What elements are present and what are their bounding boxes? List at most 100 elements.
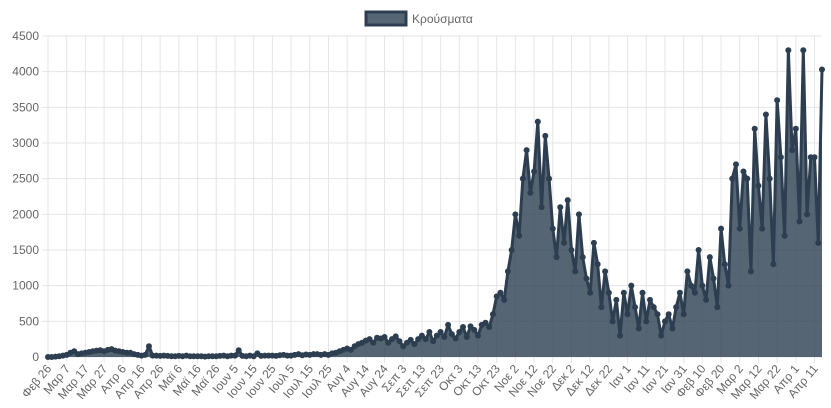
point	[437, 329, 444, 336]
point	[605, 289, 612, 296]
point	[725, 282, 732, 289]
point	[721, 261, 728, 268]
legend-item: Κρούσματα	[364, 10, 473, 27]
point	[396, 338, 403, 345]
point	[231, 352, 238, 359]
y-tick-label: 2500	[12, 172, 39, 186]
legend-label: Κρούσματα	[412, 12, 473, 26]
point	[676, 289, 683, 296]
point	[811, 154, 818, 161]
point	[624, 311, 631, 318]
y-tick-label: 2000	[12, 207, 39, 221]
point	[819, 66, 825, 73]
point	[792, 125, 799, 132]
point	[628, 282, 635, 289]
point	[519, 175, 526, 182]
point	[777, 154, 784, 161]
point	[796, 218, 803, 225]
point	[400, 343, 407, 350]
point	[572, 268, 579, 275]
point	[740, 168, 747, 175]
point	[684, 268, 691, 275]
point	[557, 204, 564, 211]
point	[661, 318, 668, 325]
legend-swatch	[364, 10, 408, 27]
point	[422, 336, 429, 343]
point	[647, 296, 653, 303]
point	[815, 239, 822, 246]
point	[710, 275, 717, 282]
point	[718, 225, 725, 232]
point	[654, 311, 661, 318]
point	[542, 132, 549, 139]
point	[549, 225, 556, 232]
point	[688, 282, 695, 289]
point	[418, 332, 425, 339]
point	[452, 335, 459, 342]
point	[366, 336, 373, 343]
point	[650, 304, 657, 311]
area	[48, 50, 822, 358]
point	[602, 268, 609, 275]
point	[145, 343, 152, 350]
point	[534, 118, 541, 125]
point	[751, 125, 758, 132]
point	[632, 304, 639, 311]
point	[744, 175, 751, 182]
point	[385, 339, 392, 346]
point	[643, 318, 650, 325]
point	[774, 97, 781, 104]
point	[407, 336, 414, 343]
point	[504, 268, 511, 275]
y-tick-label: 1500	[12, 243, 39, 257]
point	[695, 247, 702, 253]
point	[658, 332, 665, 339]
point	[575, 211, 582, 218]
point	[617, 332, 624, 339]
point	[489, 311, 496, 318]
point	[512, 211, 519, 218]
point	[620, 289, 627, 296]
point	[516, 232, 523, 239]
point	[381, 334, 388, 341]
point	[699, 282, 706, 289]
point	[766, 175, 773, 182]
point	[467, 323, 474, 330]
point	[762, 111, 769, 118]
point	[370, 339, 377, 346]
point	[691, 289, 698, 296]
point	[800, 47, 807, 54]
point	[635, 325, 642, 332]
y-tick-label: 500	[19, 314, 39, 328]
point	[523, 147, 530, 154]
point	[733, 161, 739, 168]
point	[785, 47, 792, 54]
point	[609, 318, 616, 325]
point	[486, 324, 493, 331]
point	[411, 341, 418, 348]
point	[759, 225, 766, 232]
point	[527, 189, 534, 196]
point	[680, 311, 687, 318]
point	[392, 333, 399, 340]
point	[415, 336, 422, 343]
point	[669, 325, 676, 332]
point	[587, 289, 594, 296]
point	[538, 204, 545, 211]
point	[703, 296, 710, 303]
point	[475, 332, 481, 339]
point	[804, 211, 811, 218]
point	[441, 334, 448, 341]
point	[482, 319, 489, 326]
point	[347, 346, 354, 353]
point	[531, 168, 538, 175]
point	[456, 329, 463, 336]
y-tick-label: 4500	[12, 29, 39, 43]
point	[755, 182, 762, 189]
point	[142, 351, 149, 358]
point	[501, 296, 508, 303]
point	[594, 261, 601, 268]
point	[561, 239, 567, 246]
y-tick-label: 0	[32, 350, 39, 364]
